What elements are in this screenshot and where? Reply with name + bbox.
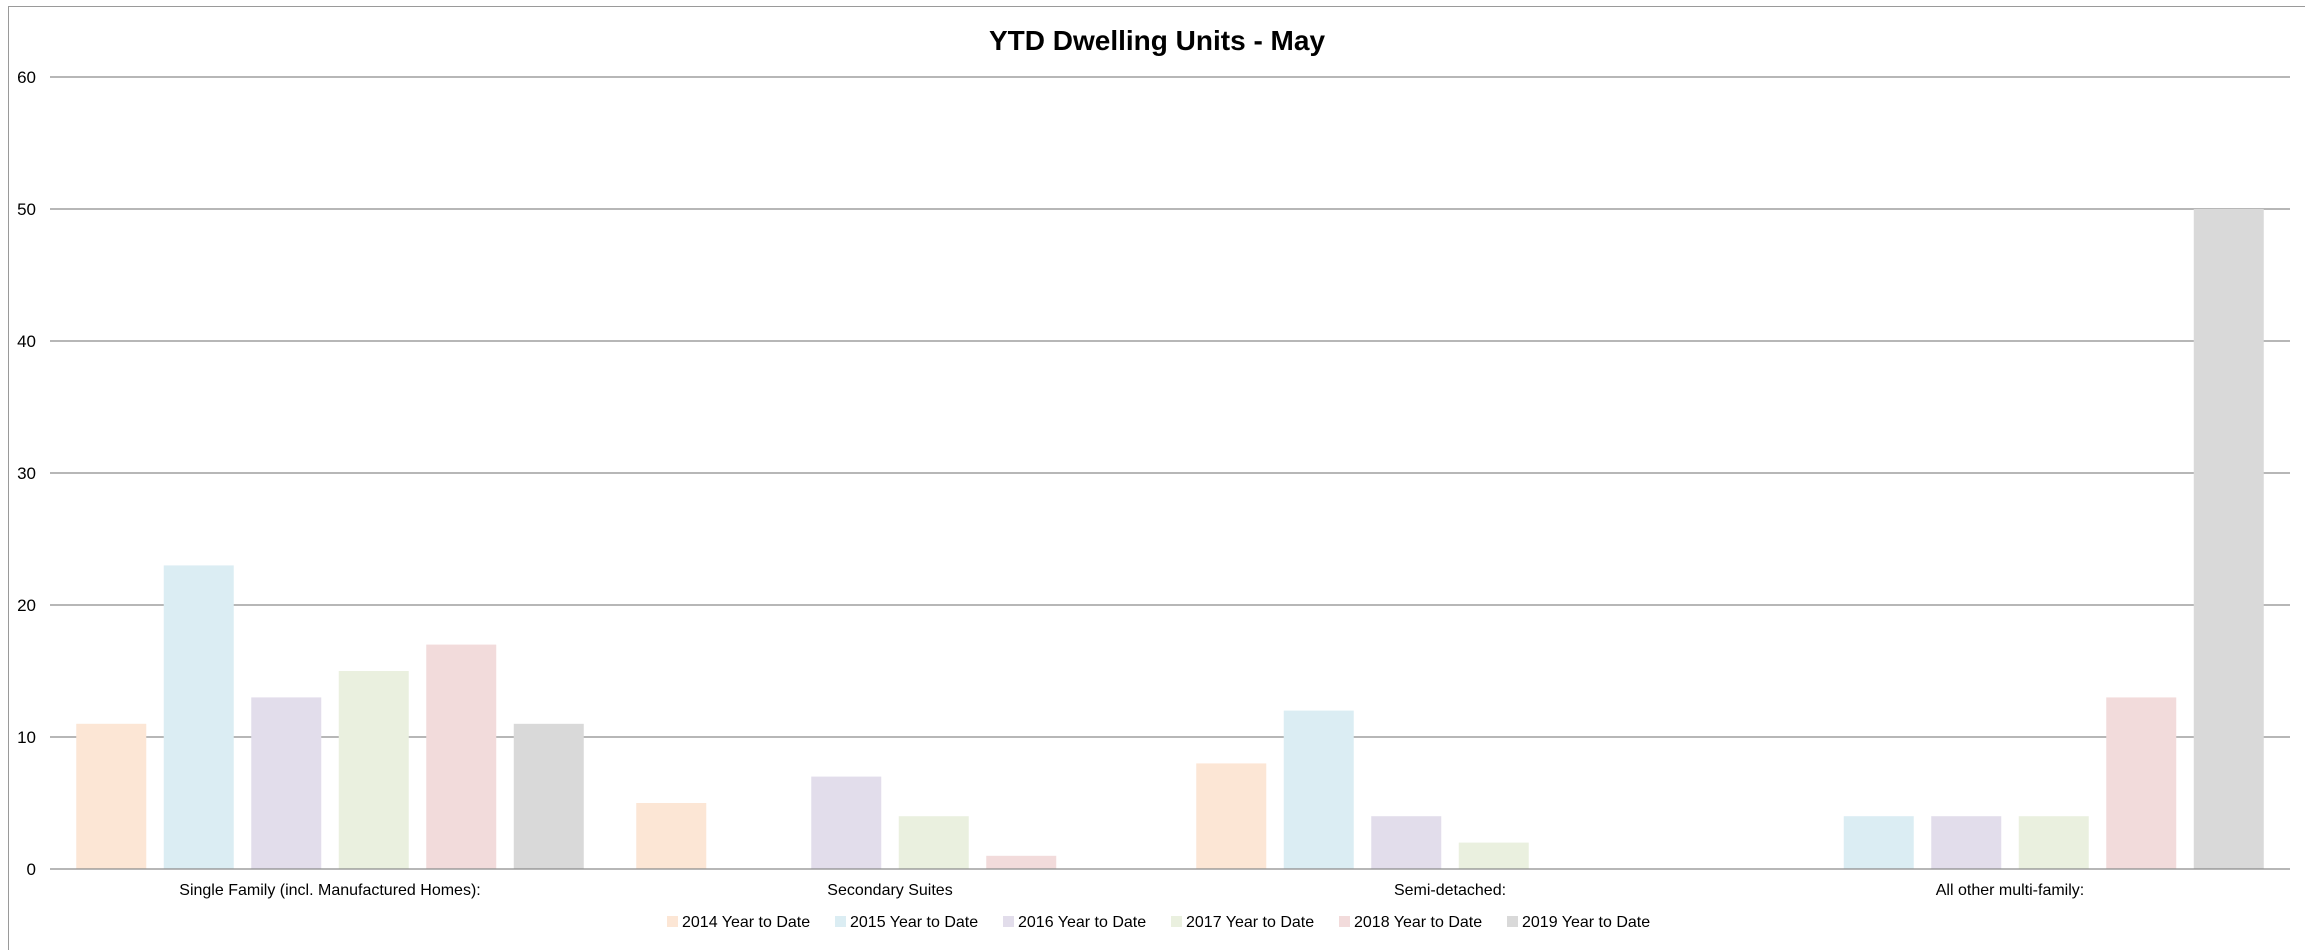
bar-2018-0 (426, 644, 497, 869)
bar-2019-3 (2193, 209, 2264, 869)
bar-2015-3 (1843, 816, 1914, 869)
x-category-label: Semi-detached: (1394, 882, 1506, 899)
bar-2017-0 (338, 671, 409, 869)
legend-label: 2017 Year to Date (1186, 914, 1314, 931)
y-tick-label: 40 (17, 332, 36, 351)
bar-2015-2 (1283, 710, 1354, 869)
bar-2014-2 (1196, 763, 1267, 869)
y-tick-label: 0 (27, 860, 36, 879)
bar-2018-3 (2106, 697, 2177, 869)
bar-2019-0 (513, 723, 584, 869)
y-tick-label: 20 (17, 596, 36, 615)
bars (76, 209, 2264, 869)
y-axis-ticks: 0 10 20 30 40 50 60 (17, 68, 36, 879)
gridlines (50, 76, 2290, 738)
bar-2015-0 (163, 565, 234, 869)
chart-title: YTD Dwelling Units - May (989, 25, 1325, 56)
legend-swatch (1339, 916, 1350, 927)
legend-swatch (835, 916, 846, 927)
bar-2016-3 (1931, 816, 2002, 869)
bar-2016-2 (1371, 816, 1442, 869)
legend-swatch (1171, 916, 1182, 927)
y-tick-label: 10 (17, 728, 36, 747)
bar-2016-0 (251, 697, 322, 869)
bar-2016-1 (811, 776, 882, 869)
legend-label: 2016 Year to Date (1018, 914, 1146, 931)
legend-label: 2018 Year to Date (1354, 914, 1482, 931)
legend-swatch (667, 916, 678, 927)
legend-label: 2014 Year to Date (682, 914, 810, 931)
x-category-label: Single Family (incl. Manufactured Homes)… (179, 882, 480, 899)
chart-frame (8, 6, 2305, 950)
bar-2017-1 (898, 816, 969, 869)
legend-swatch (1507, 916, 1518, 927)
x-axis-categories: Single Family (incl. Manufactured Homes)… (179, 882, 2084, 899)
x-category-label: Secondary Suites (827, 882, 952, 899)
x-category-label: All other multi-family: (1936, 882, 2084, 899)
bar-2018-1 (986, 855, 1057, 869)
y-tick-label: 50 (17, 200, 36, 219)
bar-2014-0 (76, 723, 147, 869)
bar-2017-3 (2018, 816, 2089, 869)
y-tick-label: 30 (17, 464, 36, 483)
y-tick-label: 60 (17, 68, 36, 87)
legend-swatch (1003, 916, 1014, 927)
bar-2014-1 (636, 803, 707, 869)
legend: 2014 Year to Date 2015 Year to Date 2016 Y… (667, 914, 1650, 931)
legend-label: 2015 Year to Date (850, 914, 978, 931)
bar-2017-2 (1458, 842, 1529, 869)
legend-label: 2019 Year to Date (1522, 914, 1650, 931)
